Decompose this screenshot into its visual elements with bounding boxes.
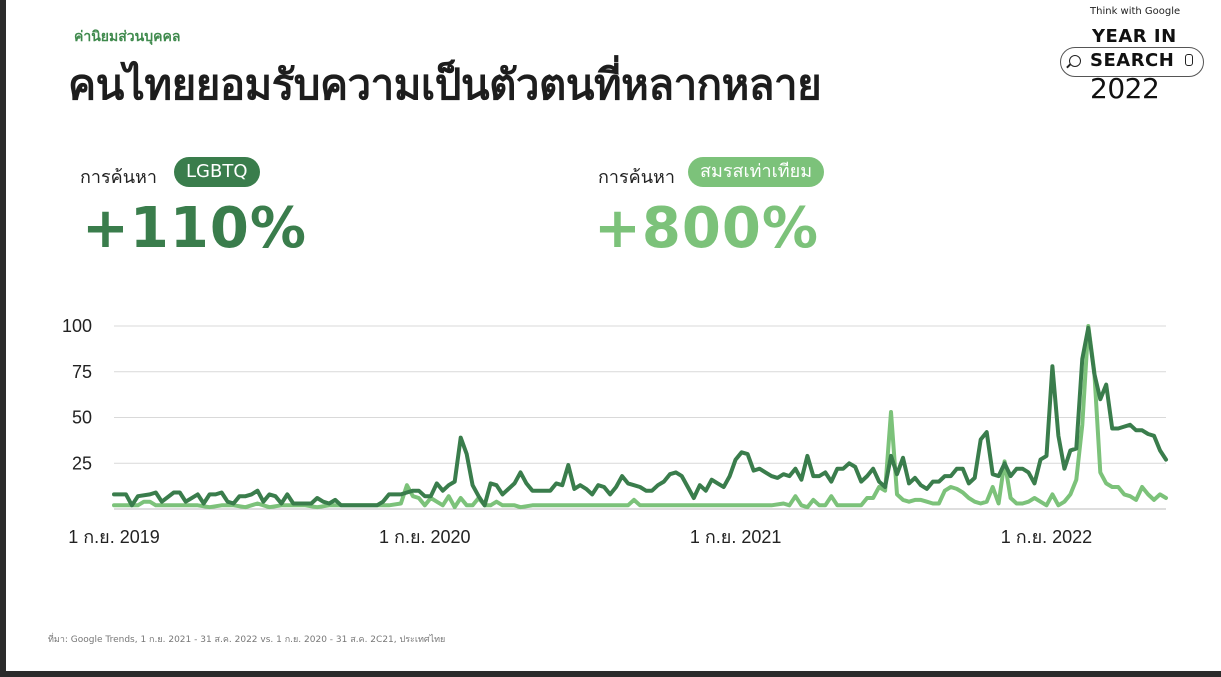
series-line-1 xyxy=(112,324,1168,510)
year-in-search-logo: Think with Google YEAR IN SEARCH 2022 xyxy=(1060,6,1206,106)
logo-think-with-google: Think with Google xyxy=(1090,6,1181,17)
logo-line-search: SEARCH xyxy=(1090,50,1175,71)
search-icon xyxy=(1069,55,1081,67)
stat-equality-label: การค้นหา xyxy=(598,167,675,188)
section-eyebrow: ค่านิยมส่วนบุคคล xyxy=(74,29,181,45)
x-tick-label-3: 1 ก.ย. 2022 xyxy=(1001,527,1093,547)
page-title: คนไทยยอมรับความเป็นตัวตนที่หลากหลาย xyxy=(68,60,822,109)
series-line-0 xyxy=(112,325,1168,508)
logo-search-pill xyxy=(1060,47,1204,77)
mic-icon xyxy=(1185,54,1193,66)
stat-lgbtq-badge: LGBTQ xyxy=(174,157,260,187)
y-tick-label-75: 75 xyxy=(72,362,92,382)
x-tick-label-0: 1 ก.ย. 2019 xyxy=(68,527,160,547)
stat-lgbtq-label: การค้นหา xyxy=(80,167,157,188)
logo-line-2022: 2022 xyxy=(1090,72,1160,105)
x-tick-label-1: 1 ก.ย. 2020 xyxy=(379,527,471,547)
stat-equality-badge: สมรสเท่าเทียม xyxy=(688,157,825,187)
stat-equality-value: +800% xyxy=(594,196,819,261)
source-footnote: ที่มา: Google Trends, 1 ก.ย. 2021 - 31 ส… xyxy=(48,635,446,645)
y-tick-label-25: 25 xyxy=(72,453,92,473)
stat-lgbtq-value: +110% xyxy=(82,196,307,261)
y-tick-label-100: 100 xyxy=(62,316,92,336)
x-tick-label-2: 1 ก.ย. 2021 xyxy=(690,527,782,547)
window-frame-left xyxy=(0,0,6,677)
logo-line-year-in: YEAR IN xyxy=(1092,26,1177,47)
y-tick-label-50: 50 xyxy=(72,408,92,428)
window-frame-bottom xyxy=(0,671,1221,677)
